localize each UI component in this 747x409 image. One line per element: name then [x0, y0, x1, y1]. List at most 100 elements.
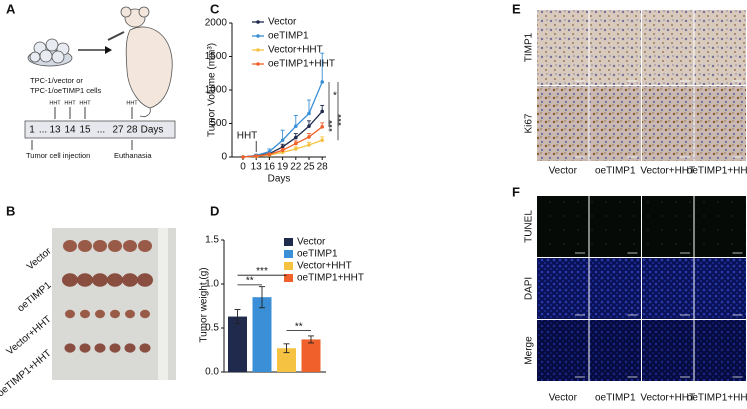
legend-label: Vector: [297, 237, 326, 248]
sig-label: **: [295, 321, 303, 332]
x-tick-label: 28: [317, 162, 329, 173]
legend-swatch: [284, 262, 293, 270]
micrograph: [642, 10, 694, 85]
hht-label: HHT: [79, 100, 91, 106]
tumor: [94, 343, 106, 353]
bar: [252, 297, 272, 372]
legend-label: Vector: [268, 17, 297, 28]
panel-label: A: [6, 1, 16, 16]
column-label: Vector+HHT: [640, 393, 695, 404]
tumor: [80, 309, 90, 319]
legend-dot: [256, 34, 260, 38]
y-tick-label: 1.5: [205, 235, 219, 246]
micrograph: [694, 258, 746, 319]
annotation: HHT: [237, 131, 258, 142]
point: [267, 152, 272, 157]
tumor: [110, 309, 120, 319]
annotation: *: [333, 91, 337, 102]
micrograph: [589, 10, 641, 85]
legend-dot: [256, 62, 260, 66]
point: [254, 154, 258, 158]
row-label: oeTIMP1: [15, 280, 53, 315]
cell-cluster: [27, 38, 73, 67]
row-label: TUNEL: [524, 210, 535, 243]
point: [320, 80, 325, 84]
sig-label: ***: [256, 266, 268, 277]
mouse: [120, 6, 173, 117]
annotation: ***: [337, 114, 348, 126]
y-tick-label: 1000: [205, 85, 228, 96]
legend-dot: [256, 48, 260, 52]
tumor: [92, 273, 108, 287]
micrograph: [642, 86, 694, 161]
point: [307, 111, 311, 116]
micrograph: [589, 320, 641, 381]
row-label: Merge: [524, 336, 535, 365]
legend-label: oeTIMP1: [297, 249, 338, 260]
row-label: Ki67: [524, 113, 535, 133]
event-label: Tumor cell injection: [26, 151, 90, 160]
tumor: [78, 240, 92, 252]
tumor: [137, 273, 153, 287]
timeline-label: Days: [141, 125, 164, 136]
hht-label: HHT: [64, 100, 76, 106]
x-tick-label: 16: [264, 162, 276, 173]
hht-label: HHT: [126, 100, 138, 106]
timeline-label: 27: [112, 125, 124, 136]
y-tick-label: 0.0: [205, 367, 219, 378]
x-axis-label: Days: [268, 174, 291, 185]
tumor: [123, 240, 137, 252]
micrograph: [537, 258, 589, 319]
legend-label: oeTIMP1: [268, 31, 309, 42]
y-tick-label: 500: [210, 118, 227, 129]
tumor: [109, 343, 121, 353]
panel-label: C: [210, 1, 220, 16]
legend-label: oeTIMP1+HHT: [297, 273, 364, 284]
legend-swatch: [284, 238, 293, 246]
point: [307, 135, 311, 139]
timeline-label: 1: [29, 125, 35, 136]
point: [320, 138, 325, 143]
tumor: [93, 240, 107, 252]
micrograph: [537, 320, 589, 381]
point: [320, 109, 325, 114]
sig-label: **: [246, 276, 254, 287]
timeline-label: 15: [79, 125, 91, 136]
bar: [228, 316, 247, 372]
y-axis-label: Tumor Volume (mm³): [207, 43, 218, 137]
point: [320, 125, 325, 129]
ruler: [158, 228, 168, 380]
column-label: Vector: [549, 166, 578, 177]
column-label: Vector+HHT: [640, 166, 695, 177]
micrograph: [642, 258, 694, 319]
micrograph: [642, 196, 694, 257]
tumor: [138, 240, 152, 252]
bar: [277, 348, 296, 372]
tumor: [65, 309, 75, 319]
point: [241, 155, 245, 159]
tumor: [107, 273, 123, 287]
row-label: oeTIMP1+HHT: [0, 348, 54, 399]
tumor: [125, 309, 135, 319]
micrograph: [694, 320, 746, 381]
syringe: [107, 31, 125, 41]
x-tick-label: 19: [277, 162, 289, 173]
legend-swatch: [284, 250, 293, 258]
legend-label: Vector+HHT: [268, 45, 323, 56]
timeline-label: ...: [39, 125, 47, 136]
row-label: DAPI: [524, 277, 535, 300]
y-axis-label: Tumor weight (g): [199, 267, 210, 342]
timeline-box: [24, 120, 176, 139]
point: [294, 141, 298, 146]
y-tick-label: 2000: [205, 18, 228, 29]
point: [307, 143, 311, 147]
point: [307, 124, 311, 128]
cells-text: TPC-1/oeTIMP1 cells: [30, 86, 102, 95]
micrograph: [694, 10, 746, 85]
arrow-head: [105, 46, 112, 54]
tumor: [140, 309, 150, 319]
